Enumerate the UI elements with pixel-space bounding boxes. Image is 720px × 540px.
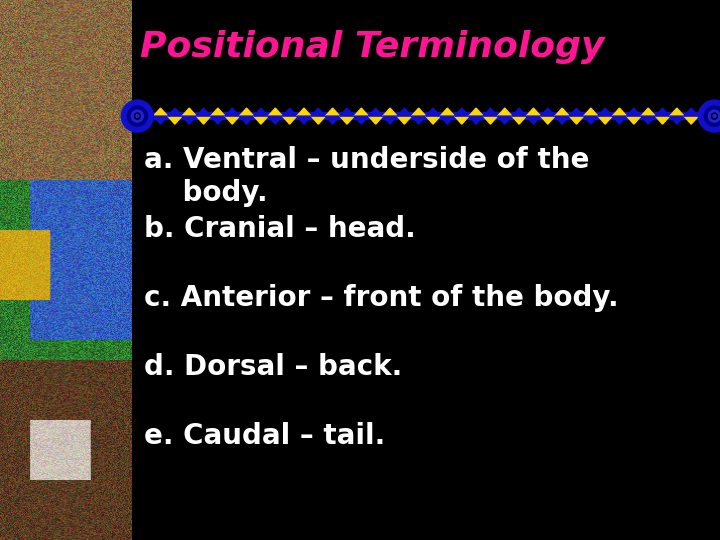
Polygon shape bbox=[369, 116, 383, 124]
Text: b. Cranial – head.: b. Cranial – head. bbox=[144, 215, 415, 243]
Polygon shape bbox=[483, 108, 498, 116]
Polygon shape bbox=[325, 108, 340, 116]
Polygon shape bbox=[211, 108, 225, 116]
Polygon shape bbox=[168, 108, 182, 116]
Text: a. Ventral – underside of the
    body.: a. Ventral – underside of the body. bbox=[144, 146, 590, 207]
Circle shape bbox=[136, 114, 139, 118]
Circle shape bbox=[713, 114, 716, 118]
Polygon shape bbox=[297, 116, 311, 124]
Polygon shape bbox=[240, 116, 253, 124]
Text: d. Dorsal – back.: d. Dorsal – back. bbox=[144, 353, 402, 381]
Circle shape bbox=[131, 110, 143, 122]
Text: c. Anterior – front of the body.: c. Anterior – front of the body. bbox=[144, 284, 618, 312]
Polygon shape bbox=[584, 116, 598, 124]
Circle shape bbox=[711, 113, 717, 119]
Polygon shape bbox=[211, 116, 225, 124]
Polygon shape bbox=[584, 108, 598, 116]
Polygon shape bbox=[182, 108, 197, 116]
Circle shape bbox=[704, 106, 720, 126]
Polygon shape bbox=[555, 108, 570, 116]
Polygon shape bbox=[598, 108, 612, 116]
Polygon shape bbox=[626, 116, 641, 124]
Polygon shape bbox=[225, 116, 240, 124]
Polygon shape bbox=[153, 116, 168, 124]
Polygon shape bbox=[641, 116, 655, 124]
Circle shape bbox=[127, 106, 148, 126]
Polygon shape bbox=[383, 108, 397, 116]
Polygon shape bbox=[454, 108, 469, 116]
Polygon shape bbox=[670, 116, 684, 124]
Text: Positional Terminology: Positional Terminology bbox=[140, 30, 605, 64]
Polygon shape bbox=[369, 108, 383, 116]
Polygon shape bbox=[512, 116, 526, 124]
Polygon shape bbox=[412, 108, 426, 116]
Polygon shape bbox=[684, 108, 698, 116]
Polygon shape bbox=[684, 116, 698, 124]
Polygon shape bbox=[541, 108, 555, 116]
Polygon shape bbox=[153, 108, 168, 116]
Polygon shape bbox=[397, 116, 412, 124]
Polygon shape bbox=[526, 116, 541, 124]
Polygon shape bbox=[282, 108, 297, 116]
Polygon shape bbox=[440, 108, 454, 116]
Polygon shape bbox=[340, 116, 354, 124]
Polygon shape bbox=[311, 116, 325, 124]
Polygon shape bbox=[340, 108, 354, 116]
Polygon shape bbox=[240, 108, 253, 116]
Circle shape bbox=[122, 100, 153, 132]
Polygon shape bbox=[426, 116, 440, 124]
Polygon shape bbox=[440, 116, 454, 124]
Polygon shape bbox=[412, 116, 426, 124]
Polygon shape bbox=[225, 108, 240, 116]
Polygon shape bbox=[498, 108, 512, 116]
Polygon shape bbox=[570, 108, 584, 116]
Polygon shape bbox=[253, 108, 268, 116]
Polygon shape bbox=[197, 108, 211, 116]
Polygon shape bbox=[541, 116, 555, 124]
Polygon shape bbox=[282, 116, 297, 124]
Polygon shape bbox=[612, 116, 626, 124]
Polygon shape bbox=[555, 116, 570, 124]
Polygon shape bbox=[311, 108, 325, 116]
Polygon shape bbox=[454, 116, 469, 124]
Polygon shape bbox=[354, 108, 369, 116]
Polygon shape bbox=[641, 108, 655, 116]
Polygon shape bbox=[469, 108, 483, 116]
Circle shape bbox=[708, 110, 720, 122]
Polygon shape bbox=[397, 108, 412, 116]
Polygon shape bbox=[670, 108, 684, 116]
Polygon shape bbox=[655, 116, 670, 124]
Polygon shape bbox=[426, 108, 440, 116]
Circle shape bbox=[698, 100, 720, 132]
Polygon shape bbox=[526, 108, 541, 116]
Polygon shape bbox=[483, 116, 498, 124]
Polygon shape bbox=[297, 108, 311, 116]
Polygon shape bbox=[268, 108, 282, 116]
Polygon shape bbox=[354, 116, 369, 124]
Polygon shape bbox=[655, 108, 670, 116]
Polygon shape bbox=[626, 108, 641, 116]
Polygon shape bbox=[182, 116, 197, 124]
Polygon shape bbox=[253, 116, 268, 124]
Polygon shape bbox=[570, 116, 584, 124]
Polygon shape bbox=[383, 116, 397, 124]
Text: e. Caudal – tail.: e. Caudal – tail. bbox=[144, 422, 385, 450]
Polygon shape bbox=[469, 116, 483, 124]
Polygon shape bbox=[197, 116, 211, 124]
Polygon shape bbox=[498, 116, 512, 124]
Polygon shape bbox=[325, 116, 340, 124]
Polygon shape bbox=[612, 108, 626, 116]
Polygon shape bbox=[268, 116, 282, 124]
Polygon shape bbox=[598, 116, 612, 124]
Polygon shape bbox=[512, 108, 526, 116]
Polygon shape bbox=[168, 116, 182, 124]
Circle shape bbox=[135, 113, 140, 119]
